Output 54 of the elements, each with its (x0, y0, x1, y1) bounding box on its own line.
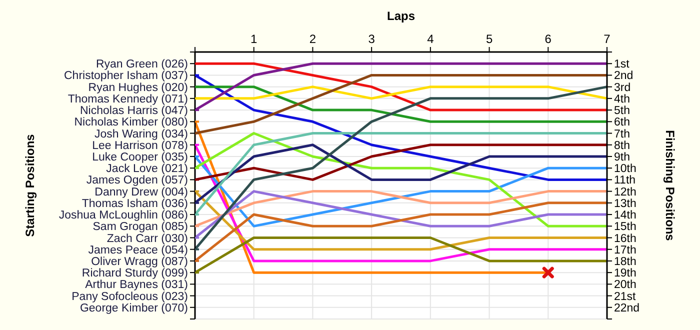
legend-label: Nicholas Harris (047) (80, 105, 188, 118)
legend-label: Richard Sturdy (099) (82, 268, 188, 280)
x-tick-label: 7 (604, 32, 611, 46)
legend-label: James Peace (054) (88, 244, 188, 256)
legend-label: Joshua McLoughlin (086) (58, 210, 188, 222)
legend-label: Thomas Isham (036) (82, 198, 188, 210)
y-tick-label: 3rd (614, 82, 631, 94)
y-tick-label: 1st (614, 58, 630, 71)
y-tick-label: 8th (614, 140, 630, 152)
x-tick-label: 2 (309, 32, 316, 46)
y-tick-label: 14th (614, 210, 636, 222)
text: Pany Sofocleous (023) (72, 290, 188, 303)
y-tick-label: 16th (614, 232, 636, 245)
y-tick-label: 5th (614, 105, 630, 118)
y-tick-label: 9th (614, 152, 630, 164)
legend-label: Ryan Green (026) (96, 58, 188, 71)
legend-label: Oliver Wragg (087) (91, 256, 188, 268)
y-axis-title: Finishing Positions (663, 130, 677, 242)
legend-label: Thomas Kennedy (071) (68, 93, 188, 106)
y-tick-label: 18th (614, 256, 636, 268)
legend-label: Danny Drew (004) (94, 186, 188, 198)
y-tick-label: 12th (614, 186, 636, 198)
y-tick-label: 20th (614, 279, 636, 292)
y-tick-label: 10th (614, 163, 636, 176)
y-tick-label: 21st (614, 290, 637, 303)
y-tick-label: 19th (614, 268, 636, 280)
legend-label: Luke Cooper (035) (92, 152, 188, 164)
legend-title: Starting Positions (23, 134, 37, 237)
y-tick-label: 7th (614, 128, 630, 140)
legend-label: Ryan Hughes (020) (88, 82, 188, 94)
x-tick-label: 4 (427, 32, 434, 46)
legend-label: James Ogden (057) (86, 174, 188, 187)
x-tick-label: 6 (544, 32, 552, 46)
x-tick-label: 1 (250, 32, 258, 46)
y-tick-label: 22nd (614, 302, 640, 314)
y-tick-label: 17th (614, 244, 636, 256)
y-tick-label: 11th (614, 174, 636, 187)
legend-label: Lee Harrison (078) (92, 140, 188, 152)
y-tick-label: 2nd (614, 70, 634, 82)
x-tick-label: 5 (486, 32, 493, 46)
legend-label: Zach Carr (030) (106, 232, 188, 245)
legend-label: Nicholas Kimber (080) (74, 116, 188, 129)
y-tick-label: 15th (614, 221, 636, 234)
y-tick-label: 6th (614, 116, 630, 129)
y-tick-label: 4th (614, 93, 630, 106)
legend-label: Sam Grogan (085) (92, 221, 188, 234)
chart-title: Laps (386, 9, 416, 23)
legend-label: Christopher Isham (037) (64, 70, 188, 82)
y-tick-label: 13th (614, 198, 636, 210)
text: George Kimber (070) (80, 302, 188, 314)
legend-label: Jack Love (021) (106, 163, 188, 176)
x-tick-label: 3 (368, 32, 376, 46)
legend-label: Josh Waring (034) (94, 128, 188, 140)
text: Arthur Baynes (031) (85, 279, 188, 292)
